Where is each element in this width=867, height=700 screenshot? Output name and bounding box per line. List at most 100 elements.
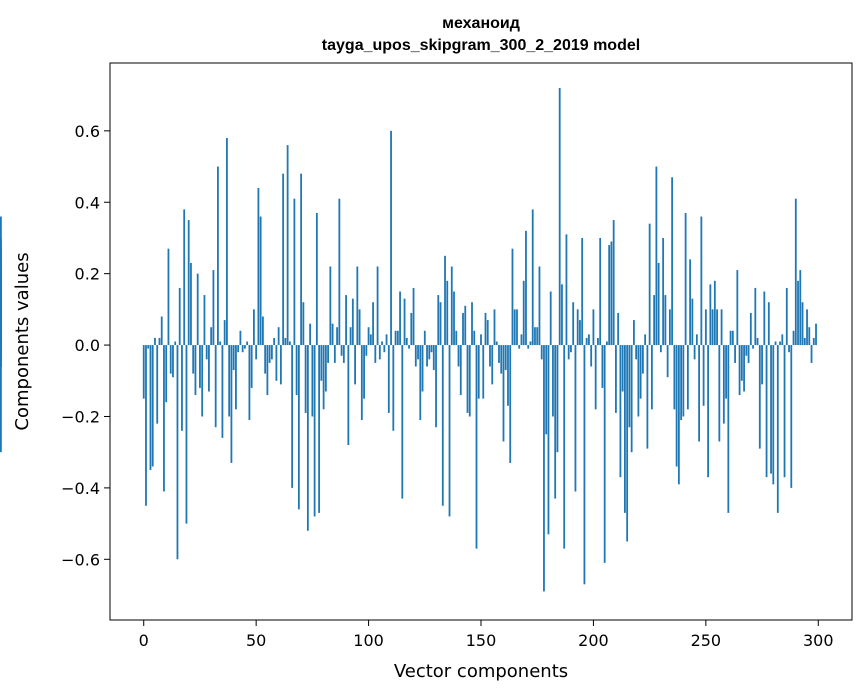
y-tick-label: 0.6 — [75, 122, 100, 141]
bar — [585, 337, 588, 346]
bar — [538, 266, 541, 346]
bar — [374, 345, 377, 363]
bar — [250, 345, 253, 388]
bar — [698, 345, 700, 442]
bar — [160, 316, 163, 346]
bar — [468, 345, 471, 417]
bar — [466, 345, 469, 413]
bar — [552, 345, 554, 417]
bar — [641, 345, 644, 374]
bar — [565, 234, 568, 346]
bar — [376, 266, 379, 346]
bar — [770, 345, 772, 474]
bar — [255, 345, 258, 360]
bar — [259, 216, 262, 346]
bar — [360, 345, 363, 421]
bar — [619, 345, 622, 478]
bar — [653, 295, 656, 346]
bar — [221, 345, 224, 438]
bar — [228, 345, 231, 417]
bar — [628, 345, 631, 428]
bar — [758, 345, 761, 449]
bar — [509, 345, 512, 463]
bar — [689, 259, 692, 346]
bar — [561, 284, 563, 346]
bar — [262, 316, 264, 346]
x-tick-label: 100 — [353, 631, 384, 650]
bar — [365, 345, 368, 356]
bar — [270, 345, 273, 360]
bar — [462, 312, 464, 346]
bar — [700, 216, 703, 346]
bar — [662, 237, 665, 346]
bar — [356, 266, 359, 346]
bar — [419, 345, 422, 421]
bar — [736, 270, 739, 346]
chart-title-line: механоид — [442, 15, 520, 32]
bar — [142, 345, 145, 399]
bar — [205, 345, 208, 360]
bar — [529, 341, 532, 346]
bar — [754, 287, 757, 346]
bar — [423, 330, 426, 346]
bar — [774, 341, 777, 346]
bar — [693, 345, 696, 360]
bar — [646, 345, 649, 449]
bar — [354, 345, 356, 385]
bar — [338, 198, 341, 346]
bar — [525, 230, 527, 346]
bar — [794, 198, 797, 346]
y-tick-label: −0.4 — [61, 479, 100, 498]
bar — [437, 295, 440, 346]
chart-title: механоид tayga_upos_skipgram_300_2_2019 m… — [322, 15, 640, 54]
bar — [520, 334, 523, 346]
bar — [671, 177, 674, 346]
bar — [414, 345, 417, 367]
bar — [799, 270, 802, 346]
bar — [327, 345, 329, 363]
bar — [212, 270, 215, 346]
bar — [235, 345, 237, 410]
bar — [226, 137, 228, 346]
bar — [707, 345, 709, 478]
bar — [574, 345, 577, 492]
bar — [734, 345, 736, 363]
bar — [318, 345, 321, 513]
bar — [583, 345, 586, 585]
bar — [722, 345, 725, 424]
bar — [385, 334, 388, 346]
bar — [480, 334, 482, 346]
bar — [648, 223, 651, 346]
bar — [383, 345, 386, 353]
bar — [522, 280, 525, 346]
bar — [421, 345, 424, 392]
bar — [763, 291, 766, 346]
y-tick-label: 0.2 — [75, 265, 100, 284]
bar — [378, 345, 381, 360]
bar — [498, 345, 500, 363]
bar — [606, 341, 608, 346]
bar — [691, 298, 694, 346]
bar — [718, 345, 721, 442]
bar — [776, 345, 779, 513]
bar — [761, 345, 763, 385]
bar — [516, 309, 518, 346]
bar — [664, 295, 667, 346]
bar — [284, 337, 287, 346]
bar — [806, 309, 808, 346]
bar — [471, 302, 473, 346]
bar — [322, 345, 325, 410]
bar — [567, 345, 570, 360]
bar — [372, 302, 374, 346]
bar — [731, 330, 734, 346]
bar — [797, 280, 799, 346]
bar — [174, 341, 177, 346]
bar — [0, 345, 2, 367]
bar — [349, 327, 352, 346]
bar — [576, 309, 579, 346]
bar — [527, 345, 530, 349]
bar — [268, 345, 271, 363]
bar — [704, 309, 707, 346]
